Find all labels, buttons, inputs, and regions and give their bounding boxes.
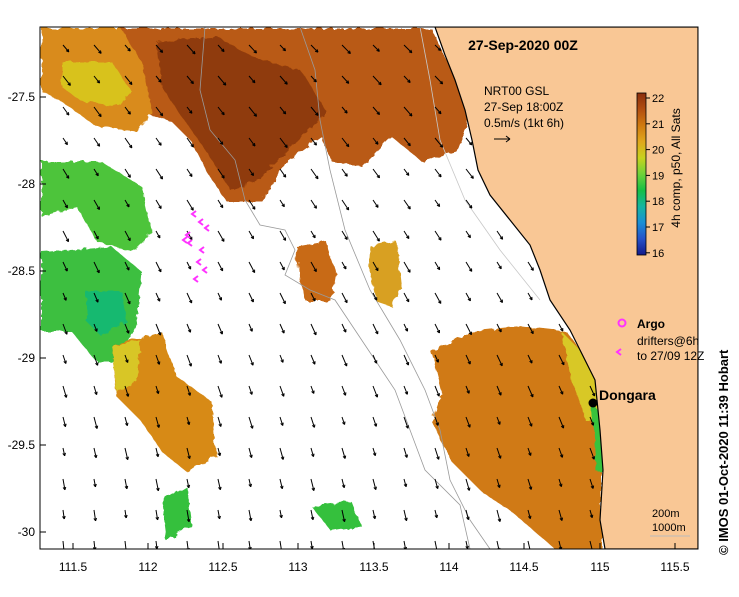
colorbar-tick-label: 22 xyxy=(652,93,664,105)
contour-legend-200m: 200m xyxy=(652,508,680,520)
credit-label: © IMOS 01-Oct-2020 11:39 Hobart xyxy=(716,349,731,555)
y-tick-label: -28.5 xyxy=(8,264,36,278)
x-tick-label: 112.5 xyxy=(208,560,237,574)
map-title: 27-Sep-2020 00Z xyxy=(468,37,578,53)
colorbar-tick-label: 18 xyxy=(652,196,664,208)
wind-time-label: 27-Sep 18:00Z xyxy=(484,100,563,114)
x-tick-label: 112 xyxy=(138,560,157,574)
y-tick-label: -29 xyxy=(18,351,36,365)
x-tick-label: 111.5 xyxy=(59,560,88,574)
colorbar-tick-label: 21 xyxy=(652,119,664,131)
y-tick-label: -29.5 xyxy=(8,438,36,452)
wind-product-label: NRT00 GSL xyxy=(484,84,549,98)
x-tick-label: 115.5 xyxy=(660,560,689,574)
wind-scale-label: 0.5m/s (1kt 6h) xyxy=(484,116,564,130)
x-tick-label: 115 xyxy=(590,560,609,574)
y-tick-label: -27.5 xyxy=(8,90,36,104)
colorbar-label: 4h comp, p50, All Sats xyxy=(669,108,683,227)
colorbar-tick-label: 20 xyxy=(652,145,664,157)
drifters-label-2: to 27/09 12Z xyxy=(637,349,704,363)
contour-legend-1000m: 1000m xyxy=(652,522,686,534)
x-tick-label: 114 xyxy=(439,560,458,574)
x-tick-label: 114.5 xyxy=(509,560,538,574)
dongara-label: Dongara xyxy=(599,387,656,403)
x-tick-label: 113.5 xyxy=(359,560,388,574)
dongara-marker xyxy=(589,399,598,408)
y-tick-label: -30 xyxy=(18,525,36,539)
x-tick-label: 113 xyxy=(288,560,307,574)
drifters-label-1: drifters@6h xyxy=(637,334,699,348)
colorbar-tick-label: 19 xyxy=(652,170,664,182)
argo-label: Argo xyxy=(637,317,665,331)
y-tick-label: -28 xyxy=(18,177,36,191)
colorbar xyxy=(637,93,646,255)
colorbar-tick-label: 16 xyxy=(652,248,664,260)
colorbar-tick-label: 17 xyxy=(652,222,664,234)
